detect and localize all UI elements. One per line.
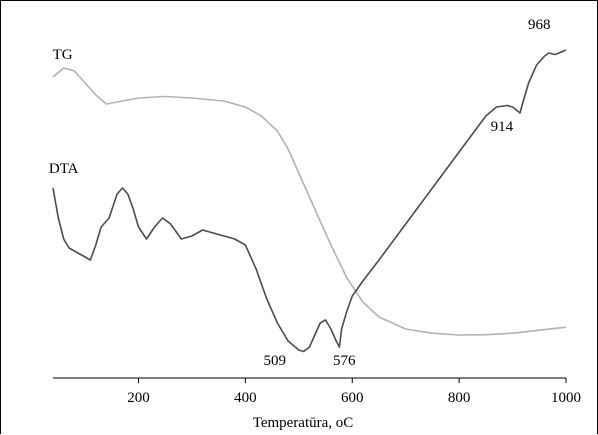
x-tick-label-1000: 1000 [551, 390, 581, 406]
series-layer [52, 49, 567, 353]
annotation-509: 509 [264, 353, 287, 369]
annotation-914: 914 [491, 119, 514, 135]
x-tick-label-200: 200 [127, 390, 150, 406]
x-axis-label: Temperatūra, oC [253, 415, 354, 431]
annotation-tg: TG [53, 47, 73, 63]
series-line-dta [52, 49, 567, 353]
annotations: TG DTA 509 576 914 968 [49, 17, 551, 369]
annotation-576: 576 [333, 353, 356, 369]
x-ticks: 200 400 600 800 1000 [127, 378, 581, 406]
annotation-968: 968 [528, 17, 551, 33]
x-tick-label-600: 600 [341, 390, 364, 406]
x-tick-label-400: 400 [234, 390, 257, 406]
series-line-tg [52, 67, 567, 336]
x-tick-label-800: 800 [448, 390, 471, 406]
annotation-dta: DTA [49, 161, 79, 177]
